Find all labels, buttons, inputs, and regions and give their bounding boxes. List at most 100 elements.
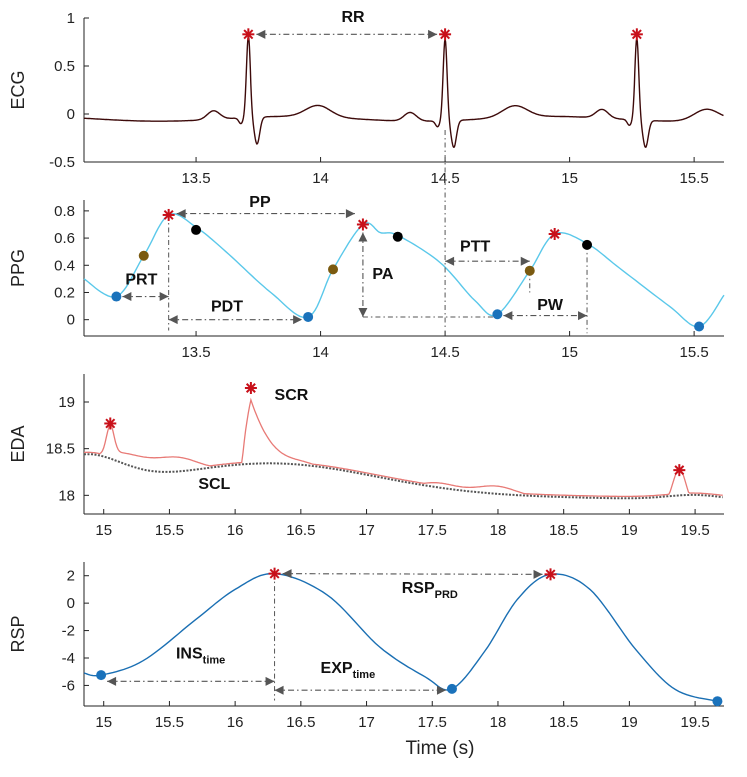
x-tick-label: 19.5 xyxy=(680,714,709,731)
rsp-trough-marker xyxy=(712,696,723,707)
x-tick-label: 17.5 xyxy=(418,522,447,539)
arrow-head xyxy=(176,209,186,219)
ppg-upstroke-marker xyxy=(328,264,339,275)
x-tick-label: 15.5 xyxy=(680,344,709,361)
peak-marker-stroke xyxy=(549,229,560,239)
x-tick-label: 16.5 xyxy=(286,714,315,731)
peak-marker xyxy=(356,218,369,231)
y-tick-label: 0 xyxy=(67,312,75,329)
ppg-pa-label: PA xyxy=(372,266,393,283)
peak-marker-stroke xyxy=(631,29,642,40)
ptt-arrow xyxy=(445,256,530,266)
x-tick-label: 14 xyxy=(312,344,329,361)
peak-marker xyxy=(162,208,175,221)
peak-marker xyxy=(548,228,561,240)
y-tick-label: 18.5 xyxy=(46,441,75,458)
rsp-trace xyxy=(83,572,718,702)
peak-marker xyxy=(268,567,281,580)
ppg-upstroke-marker xyxy=(524,265,535,276)
peak-marker-stroke xyxy=(357,219,368,230)
ppg-panel: 13.5 14 14.5 15 15.5 0 0.2 0.4 0.6 0.8 PPG PP PRT PDT… xyxy=(8,194,725,361)
ppg-pp-label: PP xyxy=(249,194,271,211)
x-tick-label: 15.5 xyxy=(680,170,709,187)
y-tick-label: 0.4 xyxy=(54,257,75,274)
x-tick-label: 18.5 xyxy=(549,714,578,731)
x-tick-label: 16 xyxy=(227,714,244,731)
x-tick-label: 17 xyxy=(358,522,375,539)
x-tick-label: 15.5 xyxy=(155,714,184,731)
ecg-panel: 13.5 14 14.5 15 15.5 -0.5 0 0.5 1 ECG RR xyxy=(8,9,724,187)
arrow-head xyxy=(274,685,284,695)
peak-marker xyxy=(673,464,686,477)
eda-panel: 15 15.5 16 16.5 17 17.5 18 18.5 19 19.5 18 18.5 19 ED… xyxy=(8,374,724,539)
peak-marker-stroke xyxy=(105,418,116,429)
arrow-head xyxy=(520,256,530,266)
x-tick-label: 14 xyxy=(312,170,329,187)
pa-amplitude-arrow xyxy=(358,232,368,317)
x-tick-label: 15.5 xyxy=(155,522,184,539)
arrow-head xyxy=(578,311,588,321)
x-tick-label: 13.5 xyxy=(181,170,210,187)
ppg-ptt-label: PTT xyxy=(460,239,490,256)
rr-label: RR xyxy=(341,9,365,26)
x-tick-label: 18.5 xyxy=(549,522,578,539)
ecg-trace xyxy=(83,35,724,148)
y-tick-label: 0.8 xyxy=(54,203,75,220)
ppg-trace xyxy=(83,213,725,328)
ppg-foot-marker xyxy=(694,321,705,332)
x-tick-label: 14.5 xyxy=(430,344,459,361)
scr-label: SCR xyxy=(275,387,309,404)
peak-marker-stroke xyxy=(243,29,254,40)
rsp-period-label: RSPPRD xyxy=(402,580,458,601)
annotation-subscript: PRD xyxy=(435,589,458,601)
peak-marker xyxy=(439,28,452,41)
arrow-head xyxy=(358,232,368,242)
x-tick-label: 15 xyxy=(561,344,578,361)
peak-marker-stroke xyxy=(269,568,280,579)
x-tick-label: 19 xyxy=(621,714,638,731)
expiration-time-arrow xyxy=(274,685,446,695)
peak-marker xyxy=(544,568,557,581)
x-tick-label: 14.5 xyxy=(430,170,459,187)
x-tick-label: 13.5 xyxy=(181,344,210,361)
x-tick-label: 16.5 xyxy=(286,522,315,539)
ppg-notch-marker xyxy=(392,231,403,242)
arrow-head xyxy=(293,315,303,325)
x-tick-label: 17.5 xyxy=(418,714,447,731)
annotation-subscript: time xyxy=(353,669,376,681)
y-tick-label: 0.5 xyxy=(54,58,75,75)
rsp-panel: 15 15.5 16 16.5 17 17.5 18 18.5 19 19.5 -6 -4 -2 0 2 RS… xyxy=(8,562,724,759)
y-tick-label: -4 xyxy=(62,650,75,667)
arrow-shaft xyxy=(282,573,543,575)
arrow-head xyxy=(445,256,455,266)
arrow-head xyxy=(428,29,438,39)
ppg-notch-marker xyxy=(191,224,202,235)
x-tick-label: 18 xyxy=(490,522,507,539)
x-tick-label: 15 xyxy=(95,714,112,731)
arrow-head xyxy=(107,676,117,686)
x-tick-label: 15 xyxy=(561,170,578,187)
y-tick-label: 0.2 xyxy=(54,284,75,301)
arrow-head xyxy=(265,676,275,686)
rsp-trough-marker xyxy=(96,670,107,681)
x-tick-label: 16 xyxy=(227,522,244,539)
ppg-foot-marker xyxy=(111,291,122,302)
scl-trace xyxy=(83,453,723,500)
peak-marker xyxy=(630,28,643,41)
ppg-pw-label: PW xyxy=(537,297,564,314)
peak-marker-stroke xyxy=(545,569,556,580)
peak-marker-stroke xyxy=(163,210,174,220)
peak-marker-stroke xyxy=(674,465,685,476)
y-tick-label: 0 xyxy=(67,595,75,612)
inspiration-time-label: INStime xyxy=(176,646,225,667)
x-tick-label: 19.5 xyxy=(680,522,709,539)
pp-interval-arrow xyxy=(176,209,355,219)
ppg-foot-marker xyxy=(303,311,314,322)
expiration-time-label: EXPtime xyxy=(321,660,376,681)
arrow-head xyxy=(159,292,169,302)
y-tick-label: 0.6 xyxy=(54,230,75,247)
prt-arrow xyxy=(122,292,169,302)
ppg-prt-label: PRT xyxy=(125,271,157,288)
peak-marker xyxy=(104,417,117,430)
